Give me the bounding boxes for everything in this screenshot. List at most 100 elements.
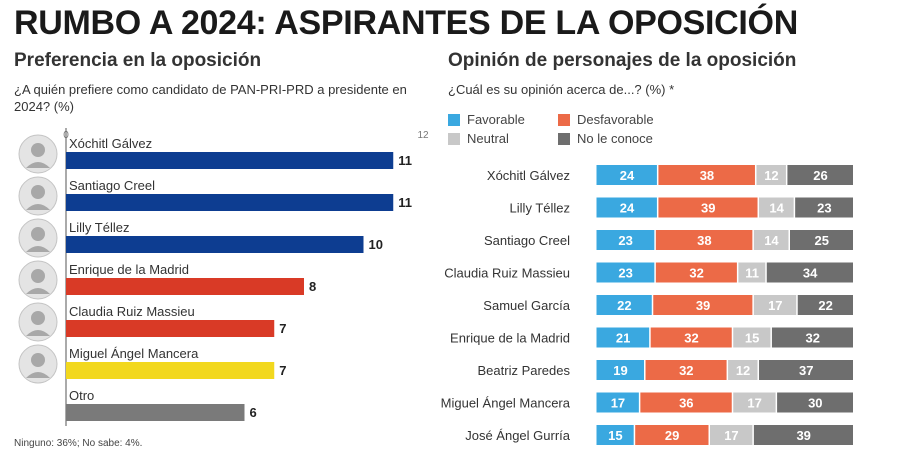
stacked-segment bbox=[753, 295, 797, 315]
legend-label: Neutral bbox=[467, 131, 509, 146]
legend-swatch bbox=[558, 113, 570, 126]
data-label: 23 bbox=[817, 201, 831, 216]
avatar-body bbox=[26, 162, 50, 168]
stacked-segment bbox=[733, 392, 776, 413]
category-label: Enrique de la Madrid bbox=[450, 331, 570, 346]
data-label: 22 bbox=[818, 298, 832, 313]
avatar-body bbox=[26, 204, 50, 210]
legend-swatch bbox=[558, 132, 570, 145]
stacked-segment bbox=[753, 230, 789, 250]
stacked-segment bbox=[658, 165, 755, 185]
bar bbox=[66, 194, 394, 211]
data-label: 32 bbox=[679, 363, 693, 378]
legend-item-neutral: Neutral bbox=[448, 131, 558, 146]
category-label: Miguel Ángel Mancera bbox=[69, 346, 199, 361]
stacked-segment bbox=[653, 295, 753, 315]
opinion-stacked-bar-chart: Xóchitl Gálvez 24 38 12 26 Lilly Téllez 24 39 14… bbox=[441, 165, 853, 445]
avatar-head bbox=[31, 227, 45, 241]
avatar bbox=[18, 260, 58, 300]
stacked-segment bbox=[753, 425, 853, 445]
stacked-segment bbox=[710, 425, 753, 445]
category-label: Lilly Téllez bbox=[510, 201, 570, 216]
category-label: Santiago Creel bbox=[484, 233, 570, 248]
stacked-segment bbox=[650, 327, 732, 348]
data-label: 32 bbox=[684, 331, 698, 346]
data-label: 15 bbox=[608, 428, 622, 443]
tick-label: 12 bbox=[417, 130, 429, 141]
data-label: 25 bbox=[815, 233, 829, 248]
stacked-segment bbox=[738, 262, 766, 283]
legend-swatch bbox=[448, 132, 460, 145]
category-label: Claudia Ruiz Massieu bbox=[444, 266, 570, 281]
data-label: 11 bbox=[398, 195, 412, 210]
legend-label: Favorable bbox=[467, 112, 525, 127]
data-label: 38 bbox=[697, 233, 711, 248]
data-label: 39 bbox=[701, 201, 715, 216]
left-subtitle: Preferencia en la oposición bbox=[14, 50, 262, 71]
legend-swatch bbox=[448, 113, 460, 126]
data-label: 7 bbox=[279, 321, 286, 336]
data-label: 19 bbox=[613, 363, 627, 378]
legend-item-favorable: Favorable bbox=[448, 112, 558, 127]
data-label: 17 bbox=[724, 428, 738, 443]
avatar bbox=[18, 176, 58, 216]
category-label: Enrique de la Madrid bbox=[69, 262, 189, 277]
bar bbox=[66, 320, 275, 337]
data-label: 39 bbox=[696, 298, 710, 313]
stacked-segment bbox=[733, 327, 771, 348]
stacked-segment bbox=[790, 230, 853, 250]
avatar-head bbox=[31, 311, 45, 325]
stacked-segment bbox=[596, 392, 639, 413]
data-label: 6 bbox=[250, 405, 257, 420]
data-label: 23 bbox=[618, 233, 632, 248]
stacked-segment bbox=[658, 197, 758, 218]
right-subtitle: Opinión de personajes de la oposición bbox=[448, 50, 797, 71]
data-label: 38 bbox=[700, 168, 714, 183]
bar bbox=[66, 278, 304, 295]
left-question: ¿A quién prefiere como candidato de PAN-… bbox=[14, 82, 407, 114]
data-label: 15 bbox=[745, 331, 759, 346]
data-label: 17 bbox=[768, 298, 782, 313]
avatar bbox=[18, 218, 58, 258]
stacked-segment bbox=[797, 295, 853, 315]
category-label: Miguel Ángel Mancera bbox=[441, 396, 571, 411]
category-label: Otro bbox=[69, 388, 94, 403]
category-label: Beatriz Paredes bbox=[478, 363, 571, 378]
avatar-head bbox=[31, 143, 45, 157]
data-label: 30 bbox=[808, 396, 822, 411]
data-label: 37 bbox=[799, 363, 813, 378]
bar bbox=[66, 236, 364, 253]
avatar-body bbox=[26, 372, 50, 378]
avatar bbox=[18, 302, 58, 342]
stacked-segment bbox=[795, 197, 853, 218]
data-label: 8 bbox=[309, 279, 316, 294]
data-label: 29 bbox=[665, 428, 679, 443]
data-label: 14 bbox=[769, 201, 784, 216]
bar bbox=[66, 152, 394, 169]
stacked-segment bbox=[655, 230, 753, 250]
stacked-segment bbox=[787, 165, 853, 185]
avatar-body bbox=[26, 330, 50, 336]
stacked-segment bbox=[640, 392, 732, 413]
stacked-segment bbox=[596, 425, 634, 445]
data-label: 32 bbox=[805, 331, 819, 346]
legend-item-desfavorable: Desfavorable bbox=[558, 112, 698, 127]
legend: Favorable Desfavorable Neutral No le conoce bbox=[448, 112, 748, 146]
stacked-segment bbox=[596, 360, 645, 380]
data-label: 26 bbox=[813, 168, 827, 183]
stacked-segment bbox=[759, 360, 853, 380]
data-label: 39 bbox=[796, 428, 810, 443]
avatar-body bbox=[26, 246, 50, 252]
data-label: 10 bbox=[369, 237, 383, 252]
category-label: José Ángel Gurría bbox=[465, 428, 571, 443]
category-label: Lilly Téllez bbox=[69, 220, 129, 235]
stacked-segment bbox=[655, 262, 737, 283]
avatar-head bbox=[31, 269, 45, 283]
stacked-segment bbox=[766, 262, 853, 283]
data-label: 21 bbox=[616, 331, 630, 346]
data-label: 32 bbox=[689, 266, 703, 281]
right-question: ¿Cuál es su opinión acerca de...? (%) * bbox=[448, 82, 675, 97]
data-label: 34 bbox=[803, 266, 818, 281]
data-label: 22 bbox=[617, 298, 631, 313]
